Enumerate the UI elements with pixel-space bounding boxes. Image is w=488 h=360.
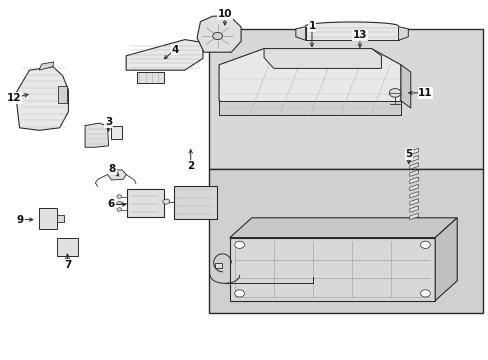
Polygon shape [219,101,400,115]
Polygon shape [409,206,418,212]
Polygon shape [39,62,54,70]
Bar [174,186,217,219]
Polygon shape [409,192,418,198]
Polygon shape [409,184,418,191]
Bar [57,238,78,256]
Polygon shape [409,148,418,155]
Polygon shape [434,218,456,301]
Polygon shape [409,177,418,184]
Bar [209,29,482,169]
Circle shape [117,208,122,211]
Circle shape [117,195,122,198]
Polygon shape [295,27,305,40]
Polygon shape [85,123,108,147]
Text: 10: 10 [217,9,232,19]
Bar [58,86,67,103]
Text: 7: 7 [63,260,71,270]
Text: 13: 13 [352,30,366,40]
Polygon shape [126,40,203,70]
Circle shape [117,201,122,205]
Text: 6: 6 [108,199,115,210]
Circle shape [234,241,244,248]
Bar [229,238,434,301]
Polygon shape [197,16,241,52]
Polygon shape [409,199,418,205]
Polygon shape [264,49,381,68]
Bar [39,208,57,229]
Polygon shape [137,72,163,83]
Text: 4: 4 [171,45,179,55]
Bar [127,189,164,217]
Text: 8: 8 [109,164,116,174]
Text: 9: 9 [17,215,24,225]
Polygon shape [409,163,418,169]
Polygon shape [215,263,222,268]
Circle shape [420,241,429,248]
Polygon shape [409,213,418,220]
Polygon shape [409,170,418,176]
Text: 11: 11 [417,88,432,98]
Circle shape [234,290,244,297]
Polygon shape [305,22,398,40]
Text: 3: 3 [105,117,112,127]
Bar [209,169,482,313]
Polygon shape [409,156,418,162]
Polygon shape [398,27,407,40]
Polygon shape [16,67,68,130]
Circle shape [64,258,71,263]
Polygon shape [229,218,456,238]
Circle shape [163,199,169,204]
Circle shape [420,290,429,297]
Polygon shape [111,126,122,139]
Text: 2: 2 [187,161,194,171]
Circle shape [388,89,400,97]
Text: 1: 1 [308,21,315,31]
Text: 12: 12 [6,93,21,103]
Text: 5: 5 [405,149,411,159]
Polygon shape [400,65,410,108]
Polygon shape [107,170,126,180]
Bar [57,215,63,222]
Circle shape [212,32,222,40]
Polygon shape [219,49,400,115]
